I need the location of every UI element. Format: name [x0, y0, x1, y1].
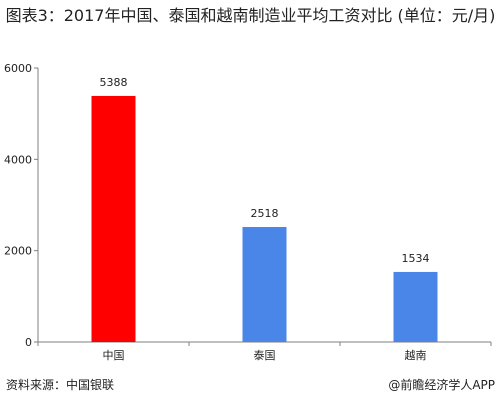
bars-group — [91, 95, 438, 342]
x-axis — [37, 341, 492, 346]
bar-value-label: 2518 — [251, 207, 279, 220]
bar-value-label: 1534 — [402, 252, 430, 265]
x-category-label: 中国 — [103, 349, 125, 362]
y-tick-label: 4000 — [4, 153, 32, 166]
chart-footer: 资料来源：中国银联 @前瞻经济学人APP — [0, 375, 501, 395]
source-text: 资料来源：中国银联 — [6, 378, 115, 392]
chart-title: 图表3：2017年中国、泰国和越南制造业平均工资对比 (单位：元/月) — [5, 6, 496, 25]
x-category-label: 越南 — [405, 348, 427, 362]
bar-value-label: 5388 — [100, 76, 128, 89]
y-tick-label: 6000 — [4, 62, 32, 75]
y-tick-label: 2000 — [4, 245, 32, 258]
bar-2 — [242, 227, 287, 342]
bar-value-labels: 5388 2518 1534 — [100, 76, 430, 265]
y-axis-ticks: 0 2000 4000 6000 — [4, 62, 38, 349]
x-category-labels: 中国 泰国 越南 — [103, 348, 427, 362]
bar-3 — [393, 271, 438, 342]
x-axis-ticks — [37, 342, 492, 346]
credit-text: @前瞻经济学人APP — [388, 378, 495, 392]
x-category-label: 泰国 — [254, 348, 276, 362]
y-axis: 0 2000 4000 6000 — [4, 62, 39, 349]
bar-1 — [91, 95, 136, 342]
y-tick-label: 0 — [25, 336, 32, 349]
